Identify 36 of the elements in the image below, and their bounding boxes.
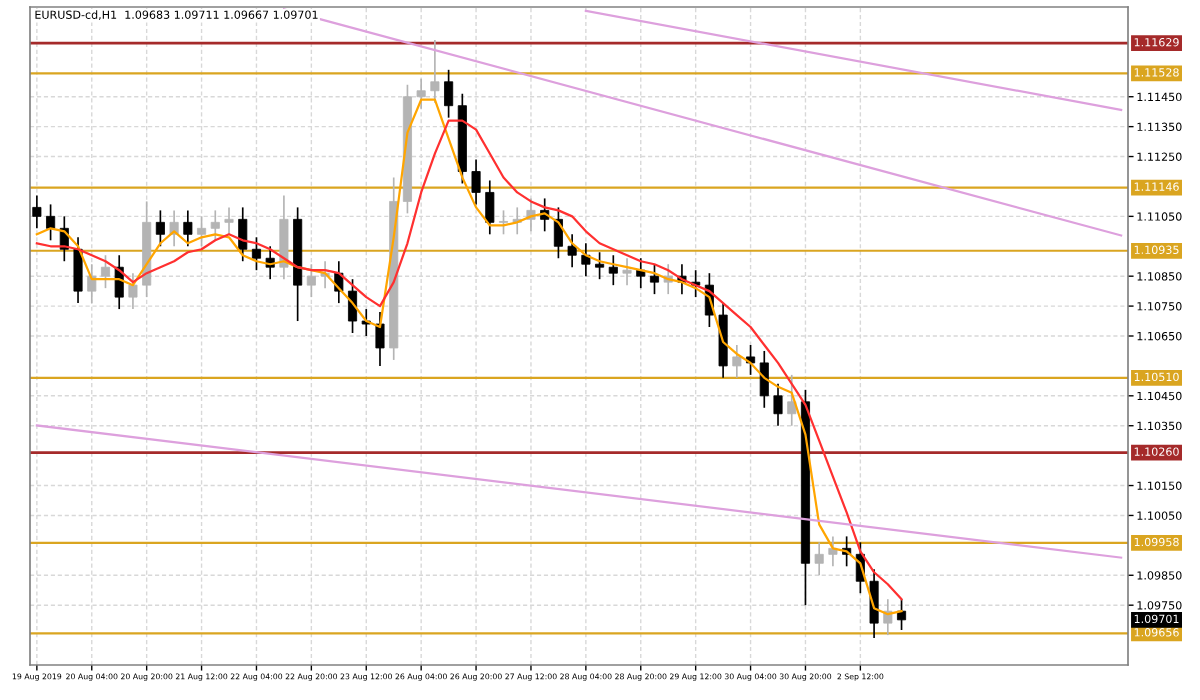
candlestick [224,206,234,236]
candlestick [828,535,838,568]
candlestick [197,215,207,248]
candlestick [306,263,316,298]
candlestick [416,77,426,110]
candlestick [155,209,165,248]
candlestick [869,568,879,639]
candlestick [87,263,97,304]
candlestick [348,278,358,334]
candlestick [128,272,138,310]
candlestick [444,68,454,119]
candlestick [567,233,577,269]
candlestick [210,209,220,242]
candlestick [32,194,42,230]
candlestick [251,236,261,272]
candlestick [814,541,824,577]
candlestick [622,257,632,286]
candlestick [759,350,769,409]
candlestick [238,206,248,263]
candlestick [471,158,481,206]
candlestick [430,39,440,104]
candlestick [100,254,111,289]
candlestick [485,179,495,236]
candlestick [649,263,660,295]
candlestick [183,209,193,248]
candlestick [375,311,385,367]
candlestick [595,251,605,281]
candlestick [73,236,83,304]
candlestick [279,194,289,281]
candlestick [732,344,742,379]
candlestick [787,374,797,427]
candlestick [46,203,56,242]
candlestick [608,254,618,286]
candlestick [773,383,783,427]
candlestick [498,209,509,236]
candlestick [581,242,591,278]
